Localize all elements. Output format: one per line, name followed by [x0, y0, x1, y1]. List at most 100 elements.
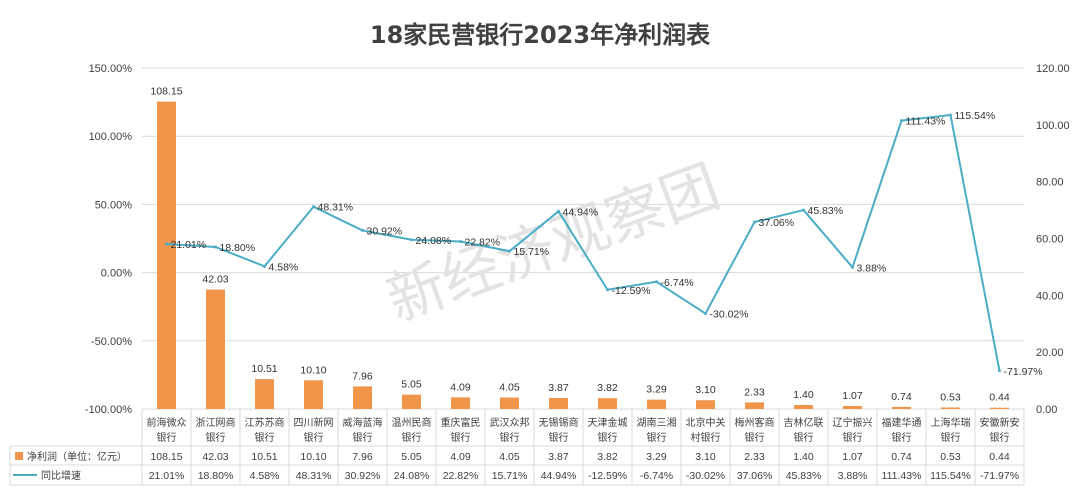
category-label: 武汉众邦 [490, 416, 530, 429]
line-point [655, 280, 658, 284]
legend-label-line: 同比增速 [41, 469, 81, 482]
bar [304, 380, 323, 409]
bar-value-label: 4.09 [450, 381, 471, 393]
bar [206, 289, 225, 409]
line-value-label: -6.74% [661, 277, 694, 289]
y-right-tick-label: 0.00 [1036, 404, 1057, 416]
table-line-value: 15.71% [492, 470, 528, 482]
table-bar-value: 0.74 [891, 451, 912, 463]
category-label: 银行 [843, 431, 863, 444]
category-label: 重庆富民 [441, 416, 481, 429]
bar [402, 394, 421, 409]
line-point [263, 264, 266, 268]
bar-value-label: 3.82 [597, 382, 618, 394]
category-label: 湖南三湘 [637, 416, 677, 429]
y-right-tick-label: 120.00 [1036, 63, 1070, 75]
line-point [410, 238, 413, 242]
bar-value-label: 10.51 [251, 363, 277, 375]
category-label: 温州民商 [392, 416, 432, 429]
bar-value-label: 5.05 [401, 379, 422, 391]
category-label: 银行 [500, 431, 520, 444]
bar-value-label: 42.03 [202, 274, 228, 286]
line-point [802, 208, 805, 212]
bar-value-label: 1.40 [793, 389, 814, 401]
bar [990, 407, 1009, 409]
legend-label-bar: 净利润（单位：亿元） [27, 450, 127, 463]
table-line-value: 30.92% [345, 470, 381, 482]
table-bar-value: 3.87 [548, 451, 569, 463]
bar [451, 397, 470, 409]
table-line-value: -6.74% [640, 470, 673, 482]
table-bar-value: 3.29 [646, 451, 667, 463]
table-line-value: -30.02% [686, 470, 725, 482]
category-label: 四川新网 [294, 416, 334, 429]
bar-value-label: 4.05 [499, 381, 520, 393]
line-value-label: 3.88% [857, 262, 887, 274]
category-label: 银行 [157, 431, 177, 444]
category-label: 村银行 [691, 431, 721, 444]
bar [157, 101, 176, 409]
table-bar-value: 4.09 [450, 451, 471, 463]
category-label: 银行 [451, 431, 471, 444]
bar [353, 386, 372, 409]
y-left-tick-label: 50.00% [95, 199, 133, 211]
legend-swatch-bar [15, 452, 23, 460]
y-left-tick-label: -50.00% [91, 336, 132, 348]
bar-value-label: 1.07 [842, 390, 863, 402]
category-label: 银行 [990, 431, 1010, 444]
category-label: 威海蓝海 [343, 416, 383, 429]
category-label: 无锡锡商 [539, 416, 579, 429]
bar-value-label: 0.53 [940, 391, 961, 403]
table-line-value: 18.80% [198, 470, 234, 482]
y-right-tick-label: 60.00 [1036, 234, 1064, 246]
line-point [312, 205, 315, 209]
bar-value-label: 108.15 [150, 86, 182, 98]
y-left-tick-label: 0.00% [101, 268, 132, 280]
table-bar-value: 0.44 [989, 451, 1010, 463]
table-line-value: 37.06% [737, 470, 773, 482]
line-point [606, 288, 609, 292]
line-point [214, 245, 217, 249]
category-label: 银行 [402, 431, 422, 444]
bar-value-label: 3.29 [646, 384, 667, 396]
table-line-value: 115.54% [930, 470, 971, 482]
series-line-growth [166, 114, 1001, 371]
line-point [165, 242, 168, 246]
table-line-value: -12.59% [588, 470, 627, 482]
table-line-value: 48.31% [296, 470, 332, 482]
table-bar-value: 5.05 [401, 451, 422, 463]
line-value-label: 115.54% [955, 110, 996, 122]
line-point [949, 113, 952, 117]
line-point [998, 369, 1001, 373]
table-line-value: 45.83% [786, 470, 822, 482]
bar [843, 405, 862, 409]
category-label: 辽宁振兴 [833, 416, 873, 429]
bar-value-label: 0.44 [989, 392, 1010, 404]
table-bar-value: 1.40 [793, 451, 814, 463]
y-right-tick-label: 40.00 [1036, 290, 1064, 302]
category-label: 安徽新安 [980, 416, 1020, 429]
line-point [704, 312, 707, 316]
table-line-value: 21.01% [149, 470, 185, 482]
category-label: 银行 [745, 431, 765, 444]
bar-value-label: 2.33 [744, 386, 765, 398]
table-bar-value: 42.03 [202, 451, 228, 463]
category-label: 梅州客商 [735, 416, 775, 429]
bar [549, 398, 568, 409]
category-label: 银行 [941, 431, 961, 444]
table-bar-value: 3.10 [695, 451, 716, 463]
line-value-label: 21.01% [171, 239, 207, 251]
table-bar-value: 2.33 [744, 451, 765, 463]
bar [794, 405, 813, 409]
bar [941, 407, 960, 409]
line-value-label: 4.58% [269, 261, 299, 273]
line-point [459, 239, 462, 243]
bar-value-label: 3.87 [548, 382, 569, 394]
line-value-label: 45.83% [808, 205, 844, 217]
table-line-value: 111.43% [882, 470, 922, 482]
y-left-tick-label: 150.00% [89, 63, 133, 75]
category-label: 银行 [598, 431, 618, 444]
table-bar-value: 0.53 [940, 451, 961, 463]
line-value-label: 18.80% [220, 242, 256, 254]
table-line-value: 24.08% [394, 470, 430, 482]
